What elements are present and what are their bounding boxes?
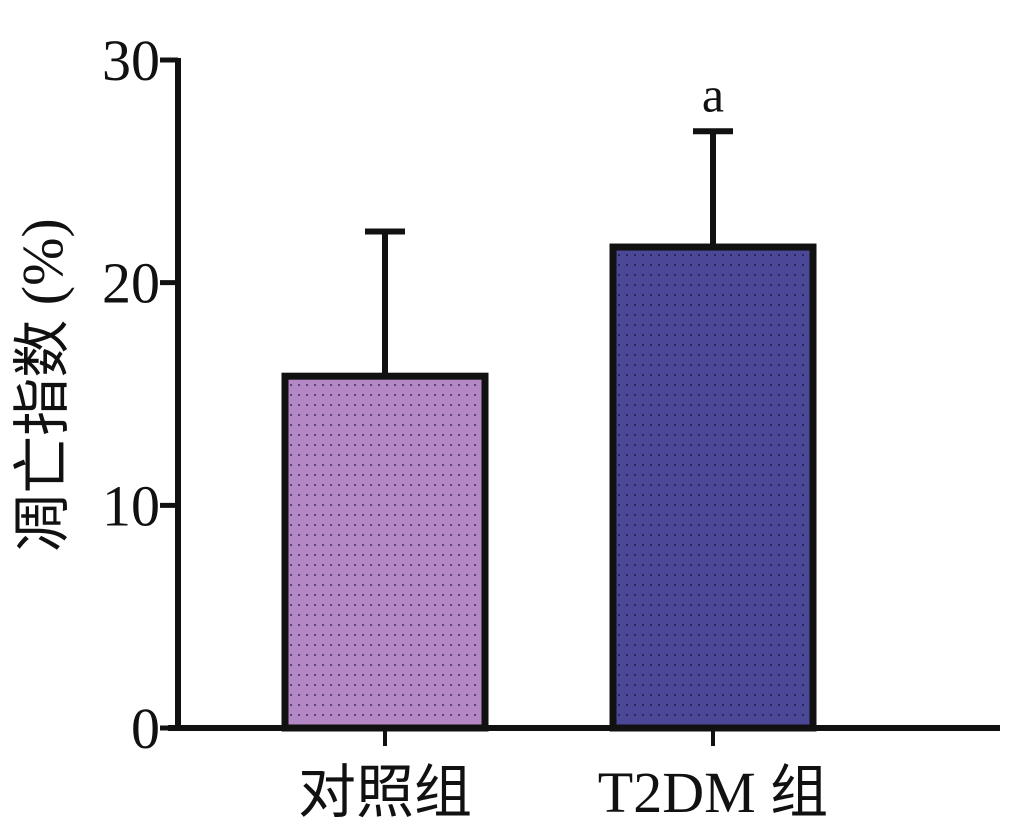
y-tick-label: 30 [102, 28, 160, 93]
y-axis-title: 凋亡指数 (%) [10, 218, 75, 551]
significance-label: a [702, 66, 724, 122]
bars-layer [281, 243, 817, 732]
axes-layer [160, 57, 1000, 746]
labels-layer: 对照组 T2DM 组 0 10 20 30 凋亡指数 (%) a [10, 28, 828, 825]
x-tick-label: T2DM 组 [598, 760, 828, 825]
y-tick-label: 0 [131, 696, 160, 761]
bar-texture-1 [289, 380, 481, 724]
y-tick-label: 10 [102, 473, 160, 538]
error-bars-layer [365, 128, 733, 377]
y-tick-label: 20 [102, 251, 160, 316]
x-tick-label: 对照组 [298, 760, 472, 825]
bar-texture-2 [617, 251, 809, 725]
